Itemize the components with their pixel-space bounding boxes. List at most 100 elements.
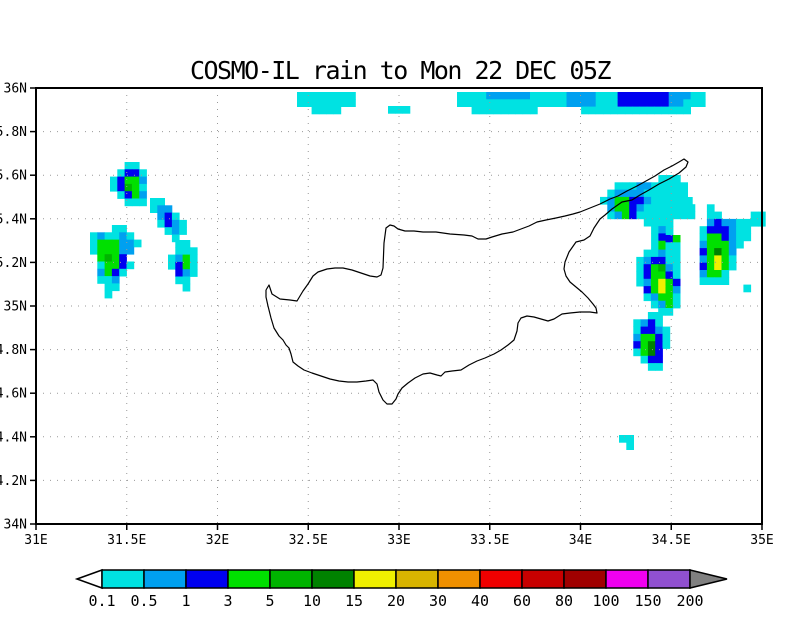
rain-cell: [595, 99, 604, 107]
rain-cell: [721, 255, 730, 264]
x-axis-tick-label: 33.5E: [470, 533, 509, 548]
rain-cell: [90, 239, 98, 248]
rain-cell: [687, 211, 696, 220]
rain-cell: [624, 99, 633, 107]
rain-cell: [544, 92, 553, 100]
rain-cell: [182, 240, 191, 248]
rain-cell: [673, 182, 681, 190]
rain-cell: [665, 300, 674, 309]
rain-cell: [150, 198, 158, 206]
rain-cell: [508, 99, 516, 107]
colorbar-right-arrow: [689, 569, 728, 589]
colorbar-segment: [647, 569, 691, 589]
colorbar-segment: [521, 569, 565, 589]
rain-cell: [658, 286, 666, 294]
rain-cell: [559, 99, 567, 107]
rain-cell: [139, 169, 147, 177]
rain-cell: [640, 341, 649, 349]
rain-cell: [654, 106, 662, 115]
rain-cell: [311, 106, 320, 115]
rain-cell: [676, 106, 684, 115]
rain-cell: [633, 326, 641, 335]
colorbar-label: 60: [513, 592, 531, 610]
rain-cell: [665, 196, 674, 205]
rain-cell: [658, 196, 667, 205]
rain-cell: [131, 169, 140, 177]
rain-cell: [551, 99, 560, 107]
rain-cell: [639, 106, 648, 115]
rain-cell: [721, 248, 730, 256]
rain-cell: [119, 254, 127, 262]
rain-cell: [680, 204, 688, 212]
rain-cell: [629, 189, 637, 198]
rain-cell: [668, 92, 677, 100]
rain-cell: [515, 106, 524, 115]
rain-cell: [665, 271, 674, 280]
rain-cell: [706, 270, 715, 278]
rain-cell: [665, 242, 674, 250]
rain-cell: [522, 106, 531, 115]
rain-cell: [658, 278, 666, 287]
x-axis-tick-label: 32.5E: [289, 533, 328, 548]
rain-cell: [676, 92, 684, 100]
rain-cell: [658, 264, 666, 272]
y-axis-tick-label: 34.2N: [0, 474, 27, 489]
rain-cell: [629, 196, 637, 205]
rain-cell: [126, 239, 135, 248]
rain-cell: [721, 270, 730, 278]
rain-cell: [607, 196, 615, 205]
rain-cell: [603, 92, 611, 100]
rain-cell: [728, 218, 737, 227]
rain-cell: [171, 219, 180, 228]
colorbar-segment: [395, 569, 439, 589]
rain-cell: [318, 92, 327, 100]
rain-cell: [655, 363, 663, 371]
rain-cell: [537, 99, 545, 107]
rain-cell: [588, 92, 597, 100]
colorbar-segment: [605, 569, 649, 589]
rain-cell: [621, 182, 630, 190]
rain-cell: [573, 99, 582, 107]
rain-cell: [471, 99, 480, 107]
rain-cell: [104, 276, 113, 284]
rain-cell: [581, 99, 589, 107]
rain-cell: [672, 286, 681, 294]
rain-cell: [662, 326, 671, 335]
rain-cell: [743, 284, 752, 293]
rain-cell: [699, 262, 708, 271]
rain-cell: [189, 269, 198, 277]
rain-cell: [643, 218, 652, 227]
rain-cell: [672, 256, 681, 265]
rain-cell: [640, 355, 649, 364]
rain-cell: [110, 176, 118, 185]
colorbar-label: 20: [387, 592, 405, 610]
colorbar-segment: [269, 569, 313, 589]
rain-cell: [647, 363, 656, 371]
rain-cell: [179, 227, 187, 235]
rain-cell: [530, 99, 538, 107]
rain-cell: [728, 255, 737, 264]
rain-cell: [97, 261, 105, 270]
rain-cell: [672, 249, 681, 258]
rain-cell: [157, 212, 165, 221]
rain-cell: [607, 211, 615, 220]
x-axis-tick-label: 34.5E: [652, 533, 691, 548]
rain-cell: [650, 300, 659, 309]
rain-cell: [617, 99, 626, 107]
y-axis-tick-label: 34.4N: [0, 430, 27, 445]
rain-cell: [182, 283, 191, 292]
rain-cell: [728, 233, 737, 242]
rain-cell: [189, 261, 198, 270]
rain-cell: [646, 92, 655, 100]
rain-cell: [636, 196, 645, 205]
rain-cell: [171, 227, 180, 235]
rain-cell: [668, 106, 677, 115]
rain-cell: [643, 249, 652, 258]
rain-cell: [750, 218, 759, 227]
rain-cell: [643, 286, 652, 294]
rain-cell: [111, 261, 120, 270]
rain-cell: [697, 92, 706, 100]
x-axis-tick-label: 32E: [206, 533, 229, 548]
rain-cell: [650, 293, 659, 302]
